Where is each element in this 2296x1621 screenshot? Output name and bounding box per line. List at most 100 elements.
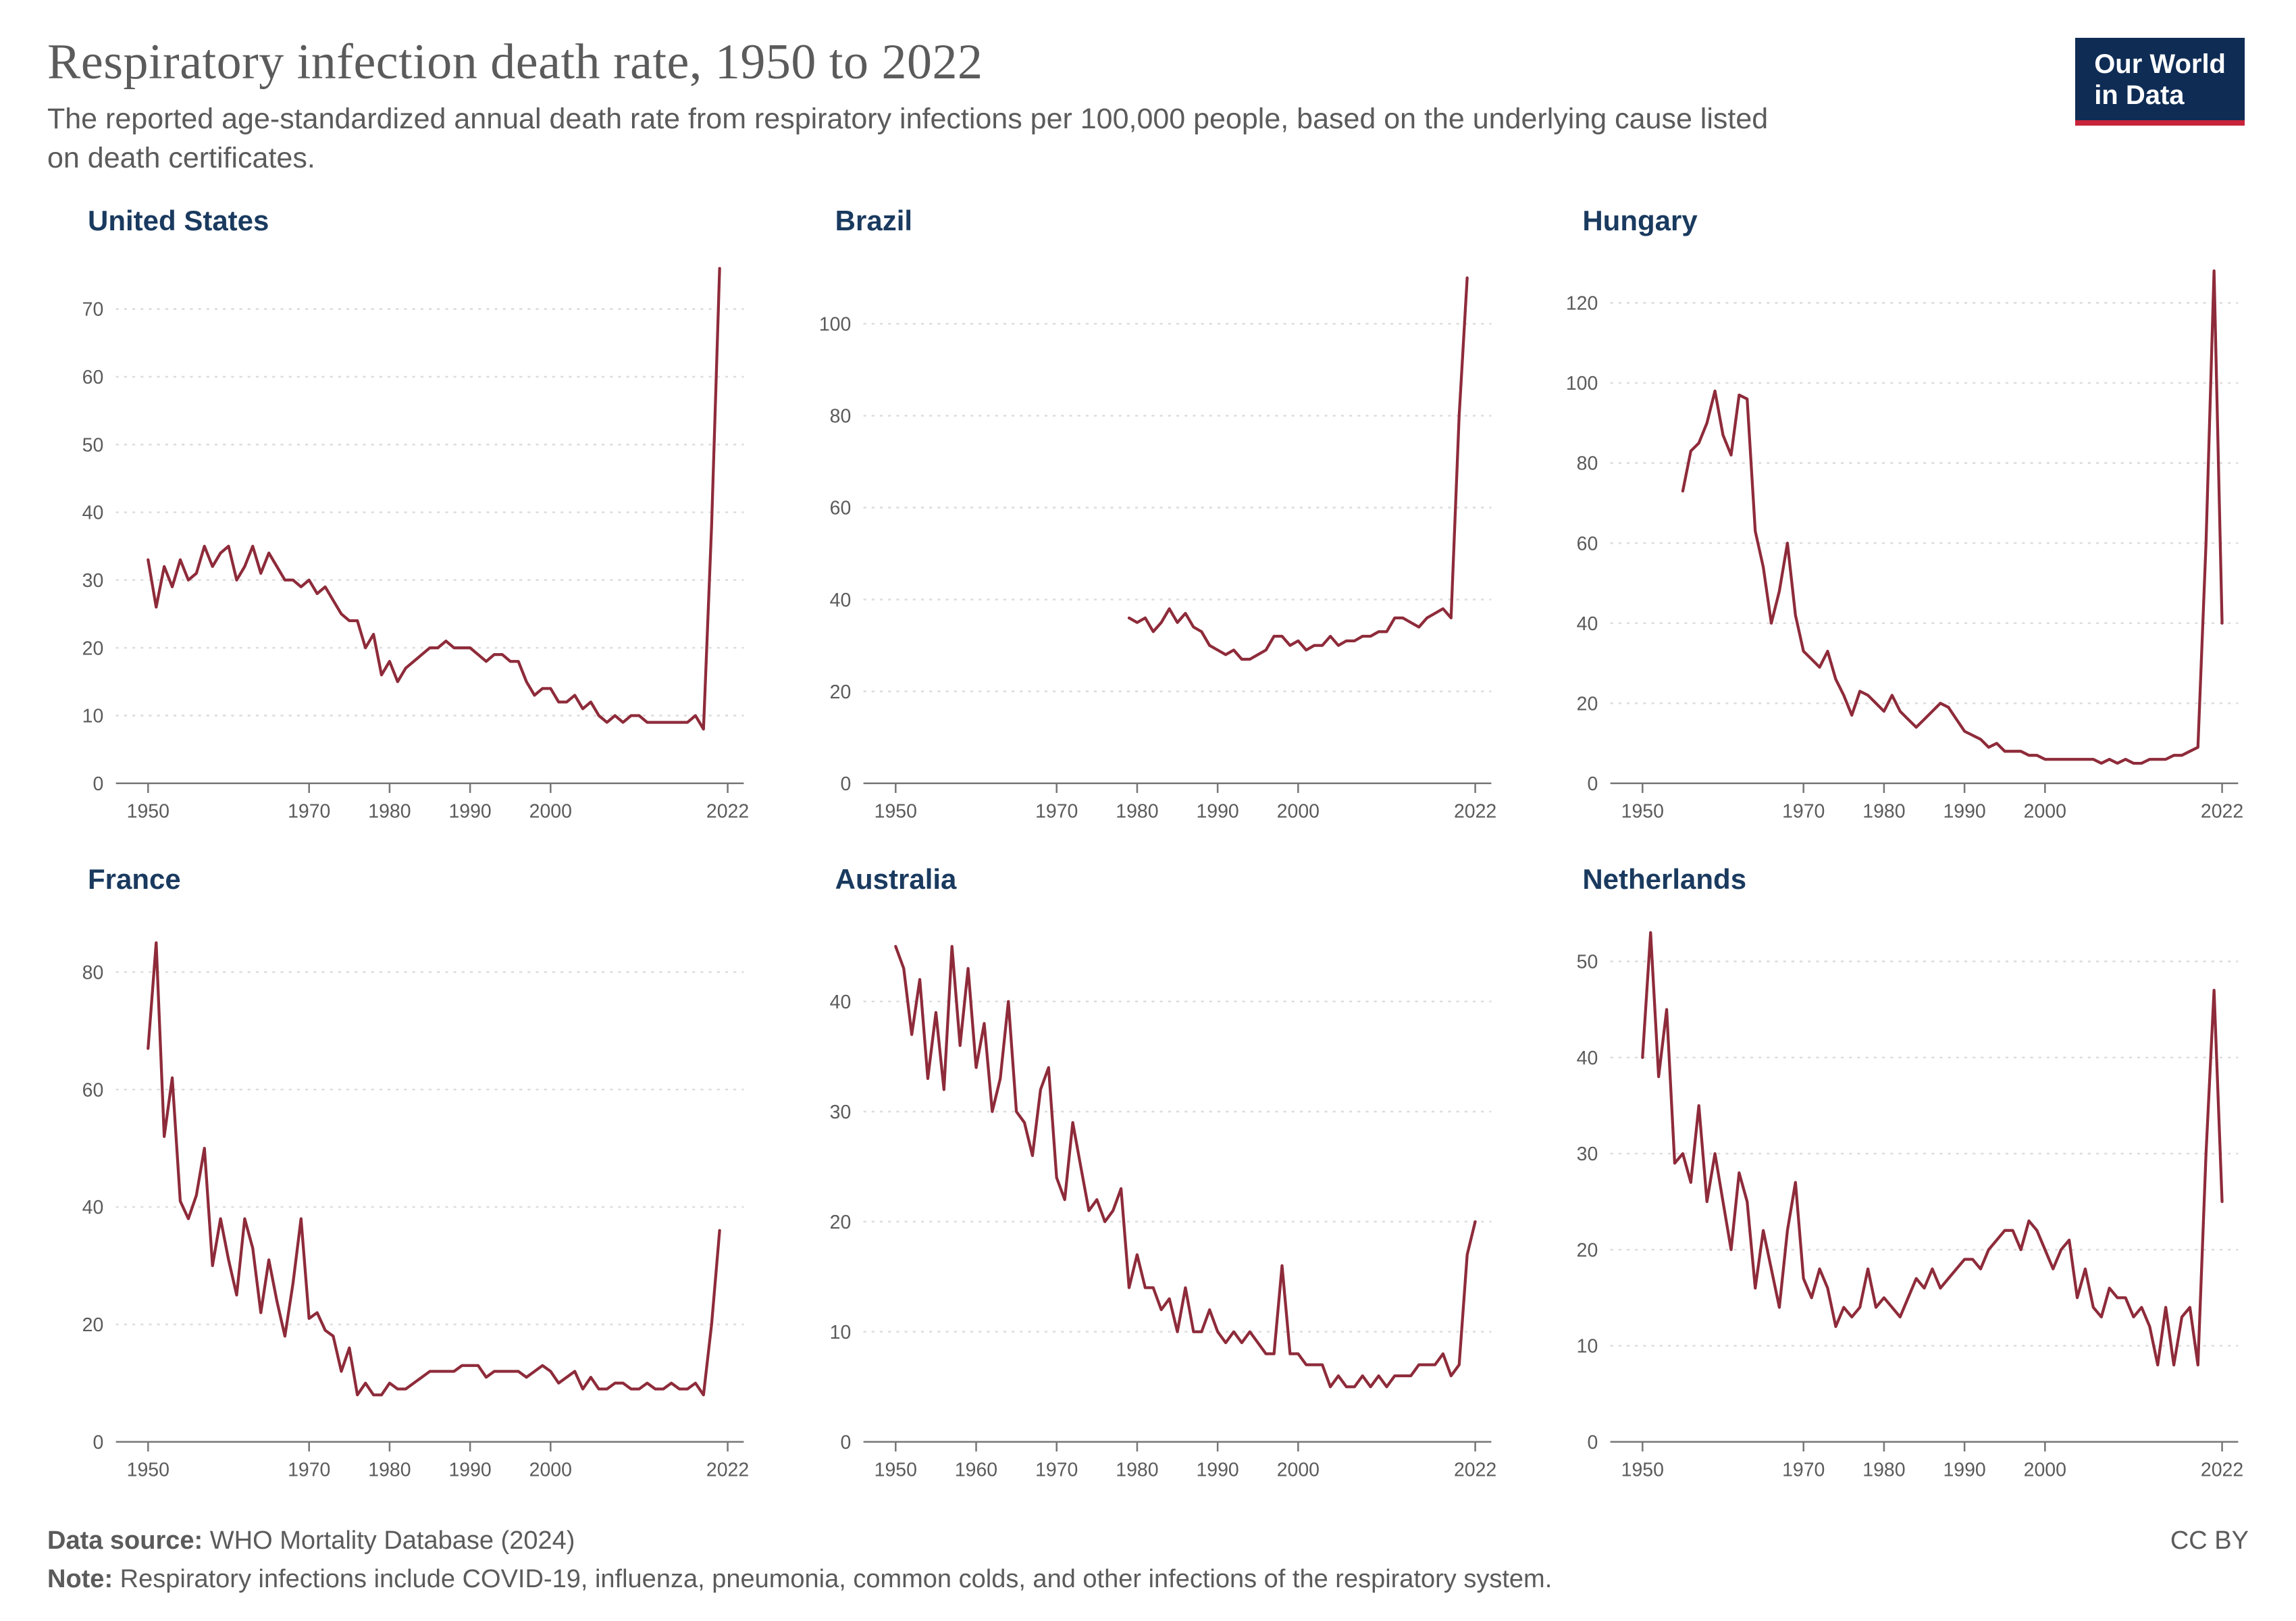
svg-text:10: 10 — [1577, 1336, 1598, 1358]
panel-title: Netherlands — [1542, 863, 2249, 896]
svg-text:1990: 1990 — [1943, 801, 1986, 823]
svg-text:1970: 1970 — [1782, 801, 1825, 823]
svg-text:40: 40 — [1577, 1048, 1598, 1069]
svg-text:80: 80 — [82, 962, 104, 984]
svg-text:120: 120 — [1566, 293, 1598, 315]
line-chart: 0 10 20 30 40 50 60 70 1950 1970 1980 1990 2000 2022 — [47, 241, 754, 838]
svg-text:70: 70 — [82, 299, 104, 321]
svg-text:30: 30 — [1577, 1143, 1598, 1165]
source-label: Data source: — [47, 1526, 203, 1555]
license: CC BY — [2143, 1522, 2249, 1560]
chart-grid: United States 0 10 20 30 40 50 60 70 1950 1970 1980… — [47, 205, 2249, 1501]
series-line — [1129, 278, 1467, 659]
subtitle: The reported age-standardized annual dea… — [47, 99, 1803, 178]
chart-panel: Brazil 0 20 40 60 80 100 1950 1970 1980 1990 2000 20… — [795, 205, 1502, 843]
svg-text:60: 60 — [1577, 533, 1598, 555]
svg-text:1970: 1970 — [1782, 1460, 1825, 1481]
svg-text:1970: 1970 — [1035, 801, 1078, 823]
svg-text:0: 0 — [1588, 773, 1598, 795]
svg-text:40: 40 — [82, 503, 104, 524]
svg-text:0: 0 — [840, 1432, 851, 1453]
panel-title: France — [47, 863, 754, 896]
svg-text:20: 20 — [829, 681, 851, 703]
svg-text:2000: 2000 — [2024, 1460, 2066, 1481]
note-label: Note: — [47, 1565, 113, 1593]
svg-text:2000: 2000 — [1276, 801, 1319, 823]
svg-text:1950: 1950 — [874, 1460, 916, 1481]
series-line — [148, 268, 719, 729]
svg-text:100: 100 — [1566, 373, 1598, 394]
line-chart: 020406080195019701980199020002022 — [47, 900, 754, 1497]
series-line — [1643, 933, 2222, 1365]
svg-text:1970: 1970 — [288, 1460, 330, 1481]
page-title: Respiratory infection death rate, 1950 t… — [47, 34, 2075, 91]
svg-text:0: 0 — [93, 1432, 104, 1453]
chart-panel: Netherlands01020304050195019701980199020… — [1542, 863, 2249, 1501]
line-chart: 01020304050195019701980199020002022 — [1542, 900, 2249, 1497]
svg-text:50: 50 — [82, 434, 104, 456]
note-value: Respiratory infections include COVID-19,… — [120, 1565, 1553, 1593]
svg-text:10: 10 — [82, 706, 104, 727]
svg-text:80: 80 — [829, 406, 851, 428]
svg-text:30: 30 — [82, 570, 104, 592]
owid-logo: Our Worldin Data — [2075, 38, 2245, 126]
svg-text:20: 20 — [1577, 1239, 1598, 1261]
svg-text:2000: 2000 — [2024, 801, 2066, 823]
svg-text:1990: 1990 — [448, 1460, 491, 1481]
svg-text:1950: 1950 — [127, 801, 169, 823]
svg-text:0: 0 — [840, 773, 851, 795]
svg-text:1980: 1980 — [368, 801, 411, 823]
svg-text:1980: 1980 — [368, 1460, 411, 1481]
svg-text:0: 0 — [93, 773, 104, 795]
svg-text:50: 50 — [1577, 952, 1598, 973]
svg-text:60: 60 — [82, 367, 104, 388]
svg-text:20: 20 — [1577, 693, 1598, 715]
svg-text:60: 60 — [829, 498, 851, 519]
svg-text:2022: 2022 — [706, 1460, 749, 1481]
svg-text:2000: 2000 — [1276, 1460, 1319, 1481]
svg-text:1990: 1990 — [448, 801, 491, 823]
series-line — [1683, 271, 2222, 763]
line-chart: 0102030401950196019701980199020002022 — [795, 900, 1502, 1497]
panel-title: United States — [47, 205, 754, 237]
svg-text:1950: 1950 — [1621, 1460, 1664, 1481]
svg-text:40: 40 — [1577, 613, 1598, 635]
svg-text:1990: 1990 — [1196, 801, 1238, 823]
svg-text:60: 60 — [82, 1079, 104, 1101]
svg-text:2000: 2000 — [529, 801, 572, 823]
svg-text:40: 40 — [829, 590, 851, 611]
line-chart: 0 20 40 60 80 100 120 1950 1970 1980 1990 2000 2022 — [1542, 241, 2249, 838]
line-chart: 0 20 40 60 80 100 1950 1970 1980 1990 2000 2022 — [795, 241, 1502, 838]
svg-text:2022: 2022 — [1454, 1460, 1496, 1481]
svg-text:1970: 1970 — [1035, 1460, 1078, 1481]
svg-text:40: 40 — [829, 992, 851, 1013]
svg-text:1950: 1950 — [127, 1460, 169, 1481]
panel-title: Hungary — [1542, 205, 2249, 237]
svg-text:1970: 1970 — [288, 801, 330, 823]
svg-text:100: 100 — [819, 314, 851, 336]
svg-text:1990: 1990 — [1943, 1460, 1986, 1481]
svg-text:1950: 1950 — [1621, 801, 1664, 823]
svg-text:2022: 2022 — [2201, 1460, 2243, 1481]
chart-panel: Hungary 0 20 40 60 80 100 120 1950 1970 1980 1990 20… — [1542, 205, 2249, 843]
panel-title: Australia — [795, 863, 1502, 896]
svg-text:1950: 1950 — [874, 801, 916, 823]
footer: Data source: WHO Mortality Database (202… — [47, 1522, 2249, 1599]
svg-text:2022: 2022 — [1454, 801, 1496, 823]
svg-text:1980: 1980 — [1116, 1460, 1158, 1481]
svg-text:1980: 1980 — [1863, 801, 1906, 823]
svg-text:20: 20 — [82, 638, 104, 659]
series-line — [148, 943, 719, 1395]
chart-panel: Australia0102030401950196019701980199020… — [795, 863, 1502, 1501]
chart-panel: United States 0 10 20 30 40 50 60 70 1950 1970 1980… — [47, 205, 754, 843]
svg-text:1980: 1980 — [1116, 801, 1158, 823]
svg-text:80: 80 — [1577, 453, 1598, 475]
panel-title: Brazil — [795, 205, 1502, 237]
svg-text:1980: 1980 — [1863, 1460, 1906, 1481]
svg-text:2022: 2022 — [2201, 801, 2243, 823]
svg-text:2000: 2000 — [529, 1460, 572, 1481]
svg-text:10: 10 — [829, 1322, 851, 1343]
svg-text:2022: 2022 — [706, 801, 749, 823]
svg-text:20: 20 — [82, 1314, 104, 1336]
chart-panel: France020406080195019701980199020002022 — [47, 863, 754, 1501]
